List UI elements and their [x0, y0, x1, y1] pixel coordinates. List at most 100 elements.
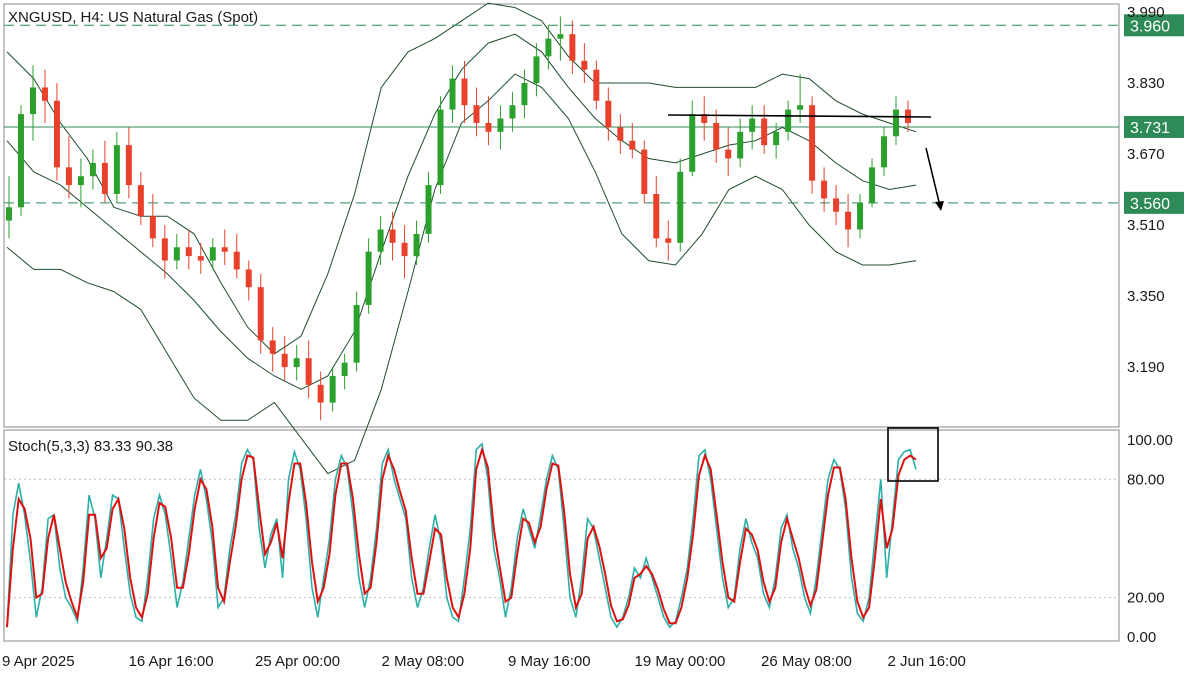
stochastic-axis-tick: 80.00: [1127, 471, 1165, 488]
candle-body: [581, 60, 588, 70]
stochastic-panel-frame: [3, 429, 1120, 642]
candle-body: [533, 56, 540, 84]
price-level-label: 3.731: [1130, 120, 1170, 137]
price-axis-tick: 3.830: [1127, 75, 1165, 92]
candle-body: [869, 167, 876, 203]
candle-body: [521, 83, 528, 106]
candle-body: [761, 118, 768, 146]
stochastic-d-line: [6, 446, 917, 628]
price-axis-tick: 3.990: [1127, 4, 1165, 21]
candle-body: [389, 229, 396, 243]
price-level-tag: [1124, 115, 1184, 138]
time-axis-tick: 19 May 00:00: [635, 653, 726, 670]
stochastic-label: Stoch(5,3,3): [8, 438, 90, 455]
candle-body: [641, 149, 648, 194]
time-axis-tick: 9 Apr 2025: [2, 653, 75, 670]
candle-body: [101, 162, 108, 194]
candle-body: [281, 353, 288, 368]
candle-body: [65, 167, 72, 186]
price-axis-tick: 3.670: [1127, 146, 1165, 163]
candle-body: [77, 176, 84, 186]
candle-body: [845, 211, 852, 230]
time-axis-tick: 2 Jun 16:00: [888, 653, 966, 670]
candle-body: [161, 238, 168, 261]
candle-body: [293, 358, 300, 368]
down-arrow-head-icon: [935, 201, 944, 211]
candle-body: [89, 162, 96, 177]
candle-body: [257, 287, 264, 341]
candle-body: [557, 34, 564, 39]
candle-body: [797, 105, 804, 110]
candle-body: [341, 362, 348, 376]
candle-body: [461, 78, 468, 106]
candle-body: [629, 140, 636, 150]
candle-body: [329, 375, 336, 403]
candle-body: [509, 105, 516, 119]
chart-title: XNGUSD, H4: US Natural Gas (Spot): [8, 9, 258, 26]
price-level-tag: [1124, 191, 1184, 214]
candle-body: [317, 384, 324, 403]
candle-body: [113, 145, 120, 194]
candle-body: [41, 87, 48, 101]
candle-body: [821, 180, 828, 199]
bollinger-upper-line: [6, 2, 917, 355]
stochastic-d-value: 90.38: [136, 438, 174, 455]
candle-body: [173, 247, 180, 261]
candle-body: [245, 269, 252, 288]
stochastic-axis-tick: 100.00: [1127, 432, 1173, 449]
time-axis-tick: 16 Apr 16:00: [129, 653, 214, 670]
candle-body: [569, 34, 576, 61]
candle-body: [617, 127, 624, 141]
candle-body: [785, 109, 792, 132]
candle-body: [137, 185, 144, 217]
candle-body: [545, 38, 552, 57]
candle-body: [305, 358, 312, 385]
candle-body: [665, 238, 672, 243]
stochastic-axis-tick: 20.00: [1127, 590, 1165, 607]
candle-body: [401, 242, 408, 257]
time-axis-tick: 25 Apr 00:00: [255, 653, 340, 670]
candle-body: [53, 100, 60, 168]
candle-body: [701, 114, 708, 123]
candle-body: [6, 207, 12, 221]
price-level-lines: 3.960 3.731 3.560: [4, 14, 1184, 214]
price-axis-tick: 3.350: [1127, 288, 1165, 305]
candle-body: [413, 233, 420, 257]
candle-body: [437, 109, 444, 186]
candle-body: [353, 304, 360, 363]
stochastic-highlight-box: [887, 427, 939, 482]
stochastic-k-value: 83.33: [94, 438, 132, 455]
candle-body: [377, 229, 384, 252]
price-level-tag: [1124, 14, 1184, 37]
candle-body: [221, 247, 228, 252]
price-axis-tick: 3.510: [1127, 217, 1165, 234]
timeframe-label: H4:: [81, 9, 104, 26]
symbol-label: XNGUSD: [8, 9, 72, 26]
stochastic-k-line: [6, 442, 917, 629]
candle-body: [689, 114, 696, 172]
resistance-trendline: [667, 114, 932, 118]
candle-body: [749, 118, 756, 132]
candle-body: [185, 247, 192, 257]
candle-body: [125, 145, 132, 186]
candle-body: [233, 251, 240, 270]
candle-body: [209, 247, 216, 261]
candle-body: [653, 193, 660, 239]
instrument-label: US Natural Gas (Spot): [108, 9, 258, 26]
candle-body: [737, 131, 744, 159]
candle-body: [725, 149, 732, 159]
price-panel-frame: [3, 3, 1120, 428]
candle-body: [365, 251, 372, 305]
candle-body: [773, 131, 780, 146]
price-level-label: 3.960: [1130, 18, 1170, 35]
candle-body: [425, 185, 432, 234]
candle-body: [677, 171, 684, 243]
candle-body: [809, 105, 816, 181]
axis-labels: 3.990 3.830 3.670 3.510 3.350 3.190 100.00 80.0…: [2, 4, 1173, 670]
candle-body: [713, 122, 720, 150]
candle-body: [881, 136, 888, 168]
candle-body: [29, 87, 36, 115]
candle-body: [857, 202, 864, 230]
time-axis-tick: 9 May 16:00: [508, 653, 591, 670]
